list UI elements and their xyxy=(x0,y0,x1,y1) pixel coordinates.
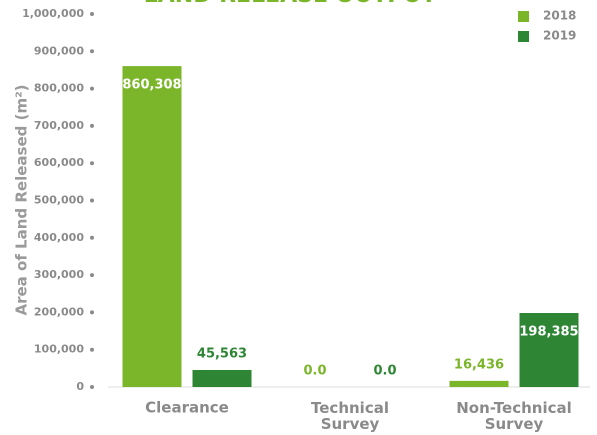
legend-swatch xyxy=(518,11,529,22)
value-label: 16,436 xyxy=(454,357,504,372)
value-label: 45,563 xyxy=(197,347,247,362)
legend-label: 2019 xyxy=(543,29,576,43)
y-tick-label: 200,000 xyxy=(34,305,84,318)
x-tick-label: Clearance xyxy=(145,399,229,417)
value-label: 0.0 xyxy=(303,364,326,379)
y-tick xyxy=(90,86,94,91)
y-tick xyxy=(90,49,94,54)
y-tick-label: 0 xyxy=(76,380,84,393)
y-tick-label: 1,000,000 xyxy=(22,7,84,20)
y-tick-label: 600,000 xyxy=(34,156,84,169)
y-tick-label: 900,000 xyxy=(34,44,84,57)
bar xyxy=(122,66,182,388)
value-label: 198,385 xyxy=(519,325,578,340)
y-tick-label: 800,000 xyxy=(34,82,84,95)
x-tick-label: Non-Technical Survey xyxy=(456,399,572,433)
y-tick xyxy=(90,235,94,240)
bar xyxy=(449,380,509,387)
legend-swatch xyxy=(518,31,529,42)
chart-title: LAND RELEASE OUTPUT xyxy=(144,0,437,8)
y-tick xyxy=(90,347,94,352)
legend-label: 2018 xyxy=(543,9,576,23)
y-tick xyxy=(90,385,94,389)
y-tick-label: 500,000 xyxy=(34,194,84,207)
value-label: 0.0 xyxy=(373,364,396,379)
y-tick-label: 700,000 xyxy=(34,119,84,132)
y-axis-label: Area of Land Released (m²) xyxy=(13,84,31,315)
y-tick xyxy=(90,161,94,166)
y-tick xyxy=(90,123,94,128)
bar xyxy=(192,370,252,387)
bar xyxy=(519,313,579,387)
x-tick-label: Technical Survey xyxy=(311,399,389,433)
y-tick xyxy=(90,310,94,315)
y-tick-label: 300,000 xyxy=(34,268,84,281)
y-tick-label: 100,000 xyxy=(34,343,84,356)
y-tick-label: 400,000 xyxy=(34,231,84,244)
value-label: 860,308 xyxy=(122,78,181,93)
y-tick xyxy=(90,273,94,278)
y-tick xyxy=(90,12,94,16)
y-tick xyxy=(90,198,94,203)
